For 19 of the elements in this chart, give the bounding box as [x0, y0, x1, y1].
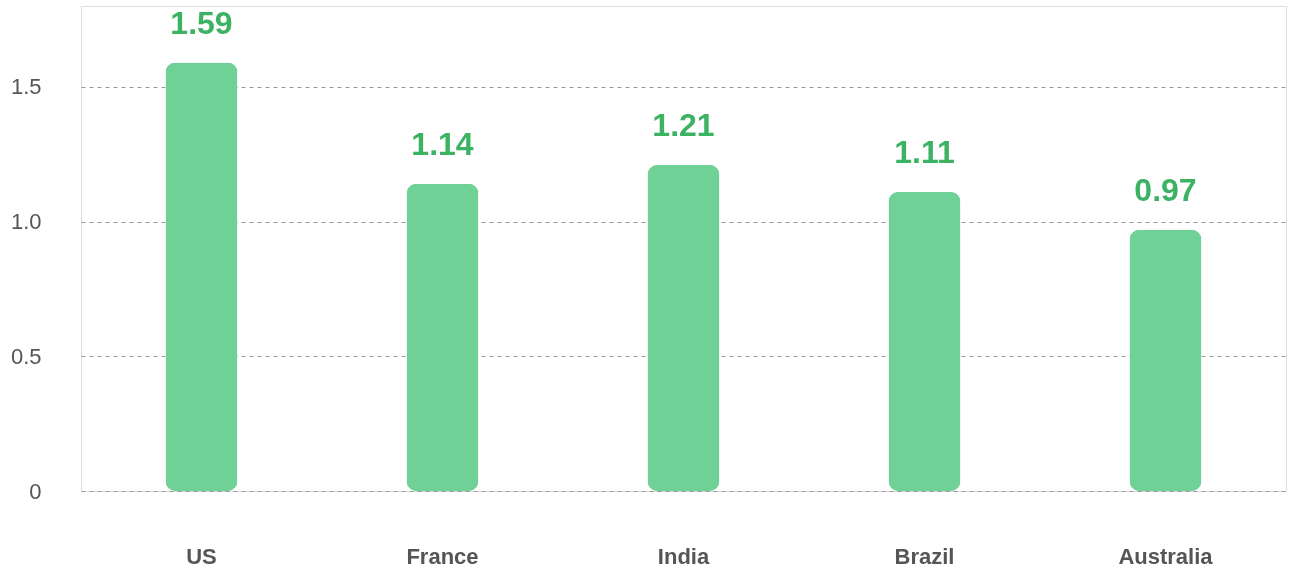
x-tick-label: India: [657, 543, 710, 569]
y-tick-label: 0: [29, 478, 42, 504]
y-tick-label: 1.5: [10, 74, 42, 100]
y-tick-label: 0.5: [10, 343, 42, 369]
bar: [165, 62, 238, 491]
bar: [888, 191, 961, 491]
x-tick-label: Australia: [1118, 543, 1214, 569]
data-label: 0.97: [1134, 171, 1197, 208]
data-label: 1.14: [411, 125, 474, 162]
bar: [406, 183, 479, 491]
x-tick-label: France: [406, 543, 479, 569]
bar: [647, 164, 720, 491]
y-tick-label: 1.0: [10, 209, 42, 235]
data-label: 1.59: [170, 4, 233, 41]
bar: [1129, 229, 1202, 491]
x-tick-label: US: [186, 543, 217, 569]
data-label: 1.11: [894, 133, 955, 170]
data-label: 1.21: [652, 106, 715, 143]
x-tick-label: Brazil: [894, 543, 955, 569]
